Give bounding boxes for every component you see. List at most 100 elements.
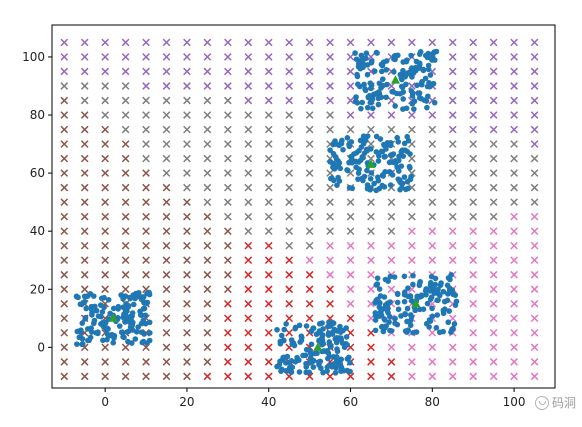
grid-marker — [60, 53, 69, 61]
data-point — [331, 360, 337, 367]
grid-marker — [305, 183, 314, 192]
data-point — [392, 158, 399, 164]
data-point — [375, 177, 382, 184]
grid-marker — [203, 343, 212, 352]
grid-marker — [60, 256, 69, 265]
data-point — [324, 368, 330, 374]
grid-marker — [305, 241, 314, 250]
data-point — [395, 52, 401, 59]
grid-marker — [489, 314, 498, 323]
grid-marker — [346, 285, 355, 294]
grid-marker — [387, 111, 396, 119]
data-point — [411, 106, 417, 112]
grid-marker — [224, 358, 232, 366]
data-point — [337, 336, 344, 343]
grid-marker — [387, 212, 396, 221]
grid-marker — [60, 372, 69, 381]
grid-marker — [162, 343, 171, 352]
data-point — [404, 318, 410, 325]
grid-marker — [530, 198, 539, 206]
grid-marker — [121, 82, 130, 90]
grid-marker — [224, 169, 232, 177]
grid-marker — [60, 241, 69, 250]
grid-marker — [183, 198, 191, 206]
data-point — [387, 273, 394, 280]
grid-marker — [203, 125, 212, 134]
data-point — [383, 94, 389, 101]
grid-marker — [489, 270, 498, 279]
grid-marker — [387, 198, 396, 206]
data-point — [303, 364, 310, 370]
data-point — [400, 96, 406, 102]
grid-marker — [387, 256, 396, 265]
data-point — [283, 360, 289, 366]
y-tick-label: 20 — [30, 282, 45, 296]
grid-marker — [469, 256, 478, 265]
grid-marker — [346, 125, 355, 134]
data-point — [345, 167, 351, 174]
grid-marker — [285, 154, 294, 163]
data-point — [449, 287, 456, 293]
data-point — [388, 152, 394, 158]
grid-marker — [183, 372, 191, 381]
centroid-marker — [108, 313, 118, 322]
grid-marker — [264, 140, 273, 148]
grid-marker — [183, 314, 191, 323]
grid-marker — [101, 154, 109, 163]
grid-marker — [285, 270, 294, 279]
data-point — [313, 331, 320, 338]
x-axis: 0 20 40 60 80 100 — [101, 388, 526, 409]
grid-marker — [387, 241, 396, 250]
data-point — [334, 182, 340, 188]
grid-marker — [101, 212, 109, 221]
grid-marker — [510, 314, 518, 323]
data-point — [281, 326, 288, 333]
grid-marker — [264, 314, 273, 323]
data-point — [369, 105, 376, 112]
grid-marker — [530, 299, 539, 308]
data-point — [306, 348, 313, 354]
data-point — [400, 153, 407, 159]
data-point — [347, 368, 353, 375]
grid-marker — [367, 241, 375, 250]
grid-marker — [530, 314, 539, 323]
grid-marker — [162, 299, 171, 308]
grid-marker — [264, 372, 273, 381]
grid-marker — [448, 227, 457, 236]
grid-marker — [305, 299, 314, 308]
data-point — [401, 298, 408, 305]
grid-marker — [326, 53, 334, 61]
data-point — [330, 177, 337, 184]
grid-marker — [367, 256, 375, 265]
grid-marker — [510, 53, 518, 61]
grid-marker — [428, 198, 437, 206]
centroid-marker — [411, 298, 421, 308]
data-point — [420, 306, 427, 312]
grid-marker — [448, 140, 457, 148]
grid-marker — [489, 183, 498, 192]
data-point — [335, 158, 341, 164]
grid-marker — [101, 67, 109, 76]
grid-marker — [60, 314, 69, 323]
data-point — [95, 329, 101, 335]
data-point — [110, 305, 117, 312]
grid-marker — [428, 38, 437, 47]
grid-marker — [203, 270, 212, 279]
grid-marker — [264, 53, 273, 61]
grid-marker — [387, 125, 396, 134]
data-point — [401, 273, 408, 280]
grid-marker — [244, 270, 253, 279]
centroid-marker — [391, 75, 401, 84]
grid-marker — [60, 183, 69, 192]
grid-marker — [489, 343, 498, 352]
grid-marker — [387, 343, 396, 352]
data-point — [376, 304, 383, 310]
data-point — [392, 103, 398, 109]
data-point — [400, 89, 407, 95]
grid-marker — [285, 328, 294, 337]
data-point — [419, 78, 425, 85]
grid-marker — [101, 38, 109, 47]
data-point — [373, 149, 380, 155]
grid-marker — [224, 256, 232, 265]
data-point — [316, 338, 322, 344]
